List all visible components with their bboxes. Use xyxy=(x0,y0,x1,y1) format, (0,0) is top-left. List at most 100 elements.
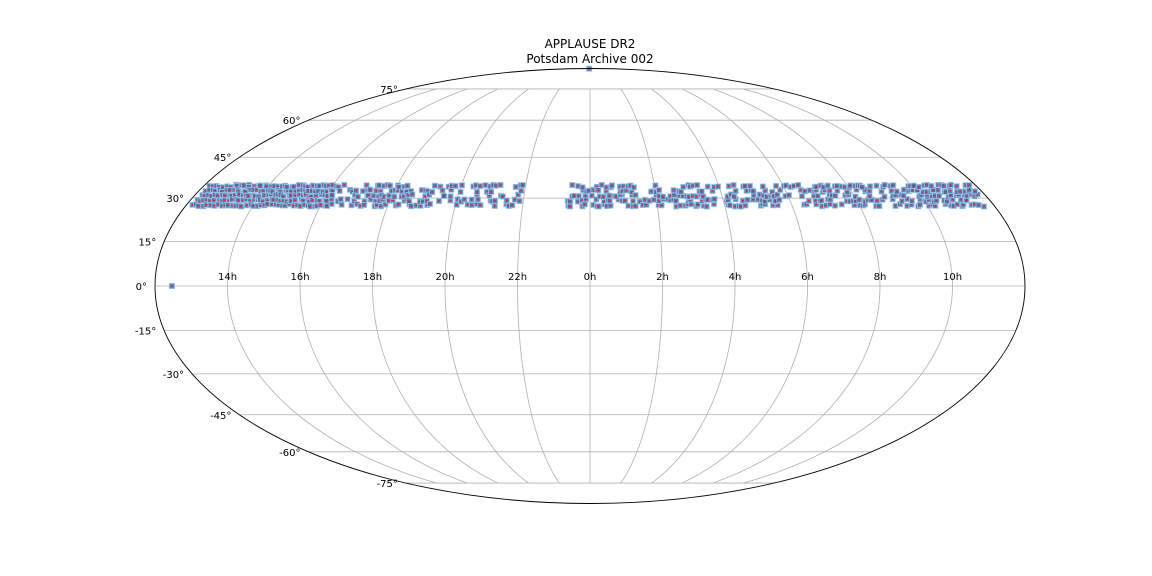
plate-center xyxy=(949,189,951,192)
plate-center xyxy=(600,184,603,186)
plate-center xyxy=(224,194,227,197)
plate-center xyxy=(740,205,742,208)
plate-center xyxy=(775,185,777,187)
plate-center xyxy=(603,200,606,203)
plate-center xyxy=(486,190,488,193)
plate-center xyxy=(883,184,886,186)
chart-subtitle: Potsdam Archive 002 xyxy=(526,52,653,66)
plate-center xyxy=(772,204,774,207)
plate-center xyxy=(764,189,767,192)
plate-center xyxy=(378,184,381,187)
plate-center xyxy=(696,203,699,206)
plate-center xyxy=(299,205,302,207)
plate-center xyxy=(622,185,625,188)
plate-center xyxy=(441,189,444,192)
plate-center xyxy=(475,184,477,187)
plate-center xyxy=(605,190,608,192)
plate-center xyxy=(764,200,766,203)
plate-center xyxy=(829,198,832,201)
plate-center xyxy=(652,198,655,201)
plate-center xyxy=(706,185,709,188)
plate-center xyxy=(577,200,579,203)
plate-center xyxy=(875,184,878,187)
plate-center xyxy=(807,199,810,202)
plate-center xyxy=(266,199,269,202)
plate-center xyxy=(282,195,285,198)
plate-center xyxy=(641,204,644,206)
plate-center xyxy=(362,190,364,193)
plate-center xyxy=(255,188,258,191)
plate-center xyxy=(846,190,848,193)
plate-center xyxy=(793,184,796,187)
plate-center xyxy=(974,203,976,206)
plate-center xyxy=(695,195,698,198)
plate-center xyxy=(583,203,586,206)
plate-center xyxy=(338,190,341,192)
plate-center xyxy=(964,184,967,187)
plate-center xyxy=(717,185,719,188)
plate-center xyxy=(592,204,595,206)
dec-tick-label: 45° xyxy=(214,153,232,164)
plate-center xyxy=(328,184,330,187)
plate-center xyxy=(306,186,309,189)
plate-center xyxy=(449,195,452,198)
plate-center xyxy=(577,195,580,198)
plate-center xyxy=(826,184,829,187)
plate-center xyxy=(813,195,815,197)
plate-center xyxy=(962,203,965,206)
plate-center xyxy=(356,203,358,206)
plate-center xyxy=(511,204,514,207)
plate-center xyxy=(242,199,244,202)
plate-center xyxy=(294,199,296,202)
plate-center xyxy=(240,205,243,208)
plate-center xyxy=(822,186,825,189)
plate-center xyxy=(894,194,897,196)
plate-center xyxy=(260,204,262,206)
plate-center xyxy=(231,198,234,201)
plate-center xyxy=(384,203,387,206)
ra-tick-label: 18h xyxy=(363,272,382,283)
ra-tick-label: 2h xyxy=(656,272,669,283)
plate-center xyxy=(934,194,937,197)
plate-center xyxy=(476,190,478,193)
plate-center xyxy=(455,203,458,206)
plate-center xyxy=(868,195,871,198)
plate-center xyxy=(290,190,293,193)
plate-center xyxy=(421,189,423,191)
dec-tick-label: -45° xyxy=(210,411,231,422)
plate-center xyxy=(932,188,935,191)
plate-center xyxy=(222,186,225,189)
plate-center xyxy=(906,204,909,207)
plate-center xyxy=(573,194,576,197)
ra-tick-label: 4h xyxy=(729,272,742,283)
plate-center xyxy=(597,205,600,208)
plate-center xyxy=(479,185,482,187)
plate-center xyxy=(701,199,704,202)
plate-center xyxy=(645,203,648,206)
plate-center xyxy=(821,205,823,208)
plate-center xyxy=(278,203,280,206)
plate-center xyxy=(829,203,832,205)
plate-center xyxy=(935,199,938,202)
plate-center xyxy=(605,186,608,189)
plate-center xyxy=(650,190,653,193)
ra-tick-label: 16h xyxy=(290,272,309,283)
plate-center xyxy=(311,199,314,202)
plate-center xyxy=(443,194,445,197)
plate-center xyxy=(902,188,905,191)
axis-tick-labels: 14h 16h 18h 20h 22h 0h 2h 4h 6h 8h 10h 75° 60° 45° 30°… xyxy=(135,85,962,490)
plate-center xyxy=(369,188,371,191)
plate-center xyxy=(337,186,340,189)
plate-center xyxy=(825,204,828,207)
plate-center xyxy=(339,198,342,201)
plate-center xyxy=(734,205,737,208)
plate-center xyxy=(208,188,211,191)
dec-tick-label: 0° xyxy=(136,282,147,293)
plate-center xyxy=(658,189,660,191)
plate-center xyxy=(205,203,208,206)
plate-center xyxy=(953,204,955,207)
plate-center xyxy=(315,195,317,197)
plate-center xyxy=(854,195,857,198)
plate-center xyxy=(326,195,329,198)
